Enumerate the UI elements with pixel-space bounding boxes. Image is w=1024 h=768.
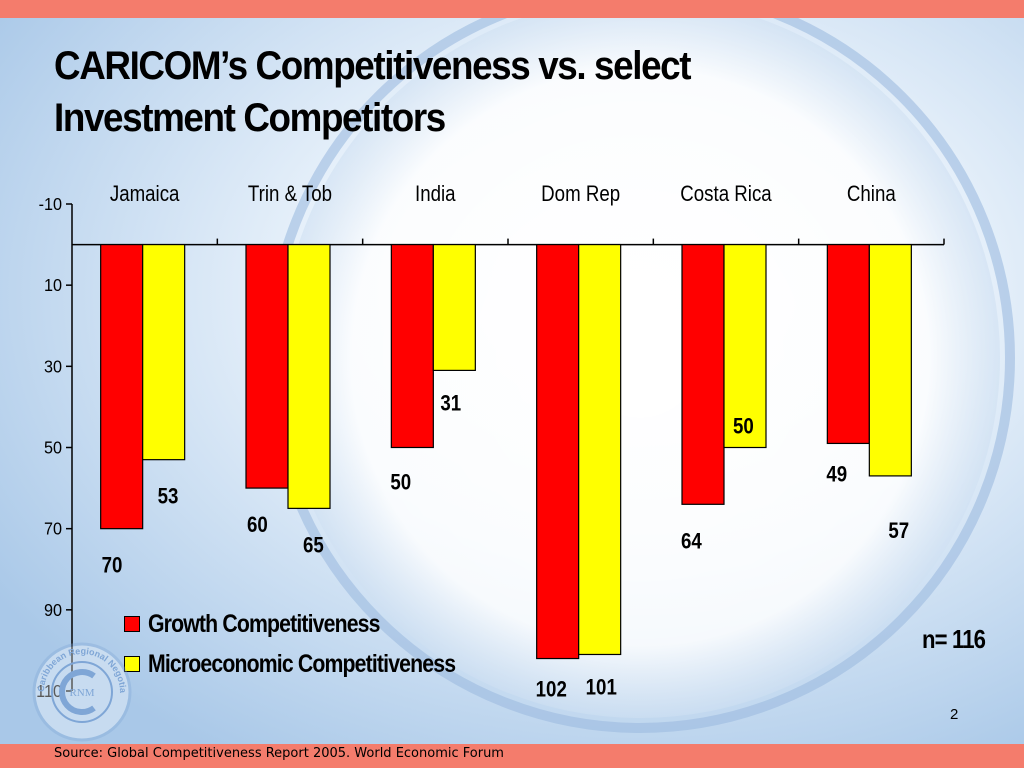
bar-microeconomic-2 <box>432 243 476 371</box>
data-label-microeconomic-4: 50 <box>733 415 754 439</box>
legend-item-microeconomic: Microeconomic Competitiveness <box>124 644 509 684</box>
bar-growth-1 <box>245 243 289 489</box>
legend-swatch-microeconomic <box>124 656 140 672</box>
category-label-4: Costa Rica <box>680 183 772 207</box>
y-tick-label-5: 90 <box>44 600 62 620</box>
bar-growth-4 <box>681 243 725 505</box>
legend-label-growth: Growth Competitiveness <box>148 609 380 638</box>
bar-microeconomic-1 <box>287 243 331 509</box>
bar-microeconomic-5 <box>868 243 912 477</box>
bar-growth-3 <box>536 243 580 660</box>
sample-size-label: n= 116 <box>922 624 986 654</box>
data-label-microeconomic-2: 31 <box>440 392 461 416</box>
legend-item-growth: Growth Competitiveness <box>124 604 509 644</box>
slide-number: 2 <box>950 706 959 723</box>
y-tick-label-2: 30 <box>44 357 62 377</box>
bar-growth-0 <box>100 243 144 530</box>
data-label-growth-5: 49 <box>826 463 847 487</box>
bar-growth-2 <box>390 243 434 449</box>
data-label-growth-4: 64 <box>681 530 702 554</box>
data-label-growth-3: 102 <box>536 678 567 702</box>
y-tick-label-4: 70 <box>44 519 62 539</box>
data-label-growth-2: 50 <box>390 471 411 495</box>
data-label-growth-1: 60 <box>247 514 268 538</box>
legend-swatch-growth <box>124 616 140 632</box>
legend-label-microeconomic: Microeconomic Competitiveness <box>148 649 456 678</box>
data-label-microeconomic-0: 53 <box>158 485 179 509</box>
bar-microeconomic-4 <box>723 243 767 449</box>
y-tick-label-6: 110 <box>36 681 62 701</box>
title-line-1: CARICOM’s Competitiveness vs. select <box>54 44 692 88</box>
title-line-2: Investment Competitors <box>54 96 446 140</box>
y-tick-label-3: 50 <box>44 438 62 458</box>
chart-legend: Growth Competitiveness Microeconomic Com… <box>124 604 509 684</box>
data-label-microeconomic-3: 101 <box>586 676 617 700</box>
category-label-2: India <box>415 183 456 207</box>
bottom-accent-bar <box>0 744 1024 768</box>
y-tick-label-1: 10 <box>44 275 62 295</box>
data-label-microeconomic-5: 57 <box>888 520 909 544</box>
top-accent-bar <box>0 0 1024 18</box>
crnm-logo: Caribbean Regional Negotiating Machinery… <box>24 640 132 742</box>
category-label-3: Dom Rep <box>541 183 620 207</box>
category-label-1: Trin & Tob <box>248 183 332 207</box>
bar-growth-5 <box>826 243 870 445</box>
slide-title: CARICOM’s Competitiveness vs. select Inv… <box>54 40 882 144</box>
y-tick-label-0: -10 <box>39 194 62 214</box>
bar-microeconomic-0 <box>142 243 186 461</box>
svg-text:RNM: RNM <box>69 687 94 699</box>
data-label-growth-0: 70 <box>102 554 123 578</box>
category-label-0: Jamaica <box>110 183 180 207</box>
source-note: Source: Global Competitiveness Report 20… <box>54 746 504 761</box>
category-label-5: China <box>847 183 896 207</box>
data-label-microeconomic-1: 65 <box>303 534 324 558</box>
bar-microeconomic-3 <box>578 243 622 656</box>
